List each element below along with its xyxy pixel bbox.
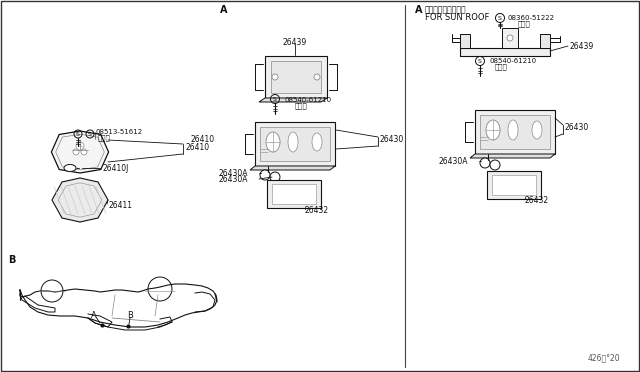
Polygon shape — [265, 56, 327, 98]
Polygon shape — [487, 171, 541, 199]
Polygon shape — [272, 184, 316, 204]
Text: 26439: 26439 — [283, 38, 307, 46]
Circle shape — [490, 160, 500, 170]
Polygon shape — [259, 98, 327, 102]
Polygon shape — [460, 48, 550, 56]
Text: 26410: 26410 — [185, 142, 209, 151]
Circle shape — [314, 74, 320, 80]
Polygon shape — [540, 34, 550, 48]
Polygon shape — [271, 61, 321, 93]
Text: 26439: 26439 — [570, 42, 595, 51]
Text: A: A — [415, 5, 422, 15]
Text: 08513-51612: 08513-51612 — [95, 129, 142, 135]
Text: 08540-61210: 08540-61210 — [285, 97, 332, 103]
Polygon shape — [475, 110, 555, 154]
Text: A: A — [220, 5, 227, 15]
Text: 26430A: 26430A — [218, 174, 248, 183]
Text: B: B — [127, 311, 133, 321]
Text: 26430: 26430 — [380, 135, 404, 144]
Polygon shape — [460, 34, 470, 48]
Text: S: S — [478, 58, 482, 64]
Ellipse shape — [532, 121, 542, 139]
Polygon shape — [470, 154, 555, 158]
Text: 26430: 26430 — [565, 122, 589, 131]
Text: 〈２〉: 〈２〉 — [295, 103, 308, 109]
Circle shape — [73, 149, 79, 155]
Polygon shape — [492, 175, 536, 195]
Ellipse shape — [486, 120, 500, 140]
Circle shape — [260, 170, 270, 180]
Ellipse shape — [64, 164, 76, 171]
Text: 26432: 26432 — [525, 196, 549, 205]
Text: 26410J: 26410J — [102, 164, 129, 173]
Polygon shape — [255, 122, 335, 166]
Circle shape — [76, 142, 84, 150]
Text: 26411: 26411 — [108, 201, 132, 209]
Polygon shape — [52, 178, 108, 222]
Polygon shape — [51, 131, 109, 173]
Circle shape — [480, 158, 490, 168]
Text: 08540-61210: 08540-61210 — [490, 58, 537, 64]
Text: 26430A: 26430A — [218, 169, 248, 177]
Text: S: S — [88, 131, 92, 137]
Text: 26410: 26410 — [191, 135, 215, 144]
Text: FOR SUN ROOF: FOR SUN ROOF — [425, 13, 490, 22]
Text: 〈２〉: 〈２〉 — [518, 21, 531, 27]
Polygon shape — [267, 180, 321, 208]
Text: 08360-51222: 08360-51222 — [508, 15, 555, 21]
Circle shape — [272, 74, 278, 80]
Ellipse shape — [508, 120, 518, 140]
Text: 426・°20: 426・°20 — [588, 353, 620, 362]
Text: S: S — [76, 131, 80, 137]
Circle shape — [270, 172, 280, 182]
Text: B: B — [8, 255, 15, 265]
Text: 〈２〉: 〈２〉 — [495, 64, 508, 70]
Ellipse shape — [312, 133, 322, 151]
Circle shape — [81, 149, 87, 155]
Ellipse shape — [288, 132, 298, 152]
Polygon shape — [480, 115, 550, 149]
Text: 〈２〉: 〈２〉 — [98, 135, 111, 141]
Polygon shape — [260, 127, 330, 161]
Text: 26432: 26432 — [305, 205, 329, 215]
Text: 26430A: 26430A — [438, 157, 468, 166]
Polygon shape — [502, 28, 518, 48]
Ellipse shape — [266, 132, 280, 152]
Text: S: S — [273, 96, 277, 102]
Text: サンルーフ　シヨウ: サンルーフ シヨウ — [425, 6, 467, 15]
Polygon shape — [250, 166, 335, 170]
Text: A: A — [91, 311, 97, 320]
Text: S: S — [498, 16, 502, 20]
Circle shape — [507, 35, 513, 41]
